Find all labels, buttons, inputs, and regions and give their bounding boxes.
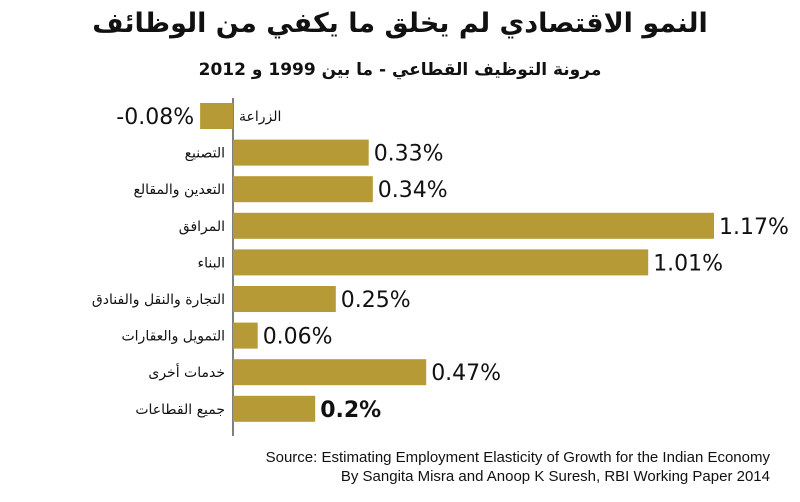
- bar-8: [233, 395, 316, 422]
- value-label-7: 0.47%: [431, 361, 501, 386]
- category-label-2: التعدين والمقالع: [133, 182, 225, 198]
- chart-subtitle: مرونة التوظيف القطاعي - ما بين 1999 و 20…: [198, 60, 602, 80]
- bar-1: [233, 139, 369, 166]
- category-label-0: الزراعة: [239, 109, 281, 125]
- bar-3: [233, 212, 714, 239]
- value-label-8: 0.2%: [320, 398, 381, 423]
- value-label-1: 0.33%: [374, 142, 444, 167]
- bar-0: [200, 103, 233, 129]
- bar-6: [233, 322, 258, 349]
- value-label-0: -0.08%: [116, 105, 194, 130]
- category-label-8: جميع القطاعات: [135, 402, 225, 418]
- source-line-1: Source: Estimating Employment Elasticity…: [265, 449, 770, 466]
- bar-2: [233, 176, 373, 203]
- category-label-5: التجارة والنقل والفنادق: [92, 292, 225, 308]
- category-label-7: خدمات أخرى: [148, 363, 225, 381]
- value-label-6: 0.06%: [263, 325, 333, 350]
- source-note: Source: Estimating Employment Elasticity…: [266, 448, 770, 486]
- bar-5: [233, 286, 336, 312]
- value-label-4: 1.01%: [653, 251, 723, 276]
- chart-title: النمو الاقتصادي لم يخلق ما يكفي من الوظا…: [92, 8, 708, 39]
- bar-4: [233, 249, 649, 276]
- category-label-4: البناء: [198, 255, 225, 271]
- value-label-3: 1.17%: [719, 215, 789, 240]
- source-line-2: By Sangita Misra and Anoop K Suresh, RBI…: [340, 468, 770, 485]
- value-label-2: 0.34%: [378, 178, 448, 203]
- category-label-6: التمويل والعقارات: [121, 329, 225, 345]
- bar-7: [233, 359, 427, 386]
- value-label-5: 0.25%: [341, 288, 411, 313]
- category-label-1: التصنيع: [185, 146, 225, 162]
- category-label-3: المرافق: [179, 219, 225, 235]
